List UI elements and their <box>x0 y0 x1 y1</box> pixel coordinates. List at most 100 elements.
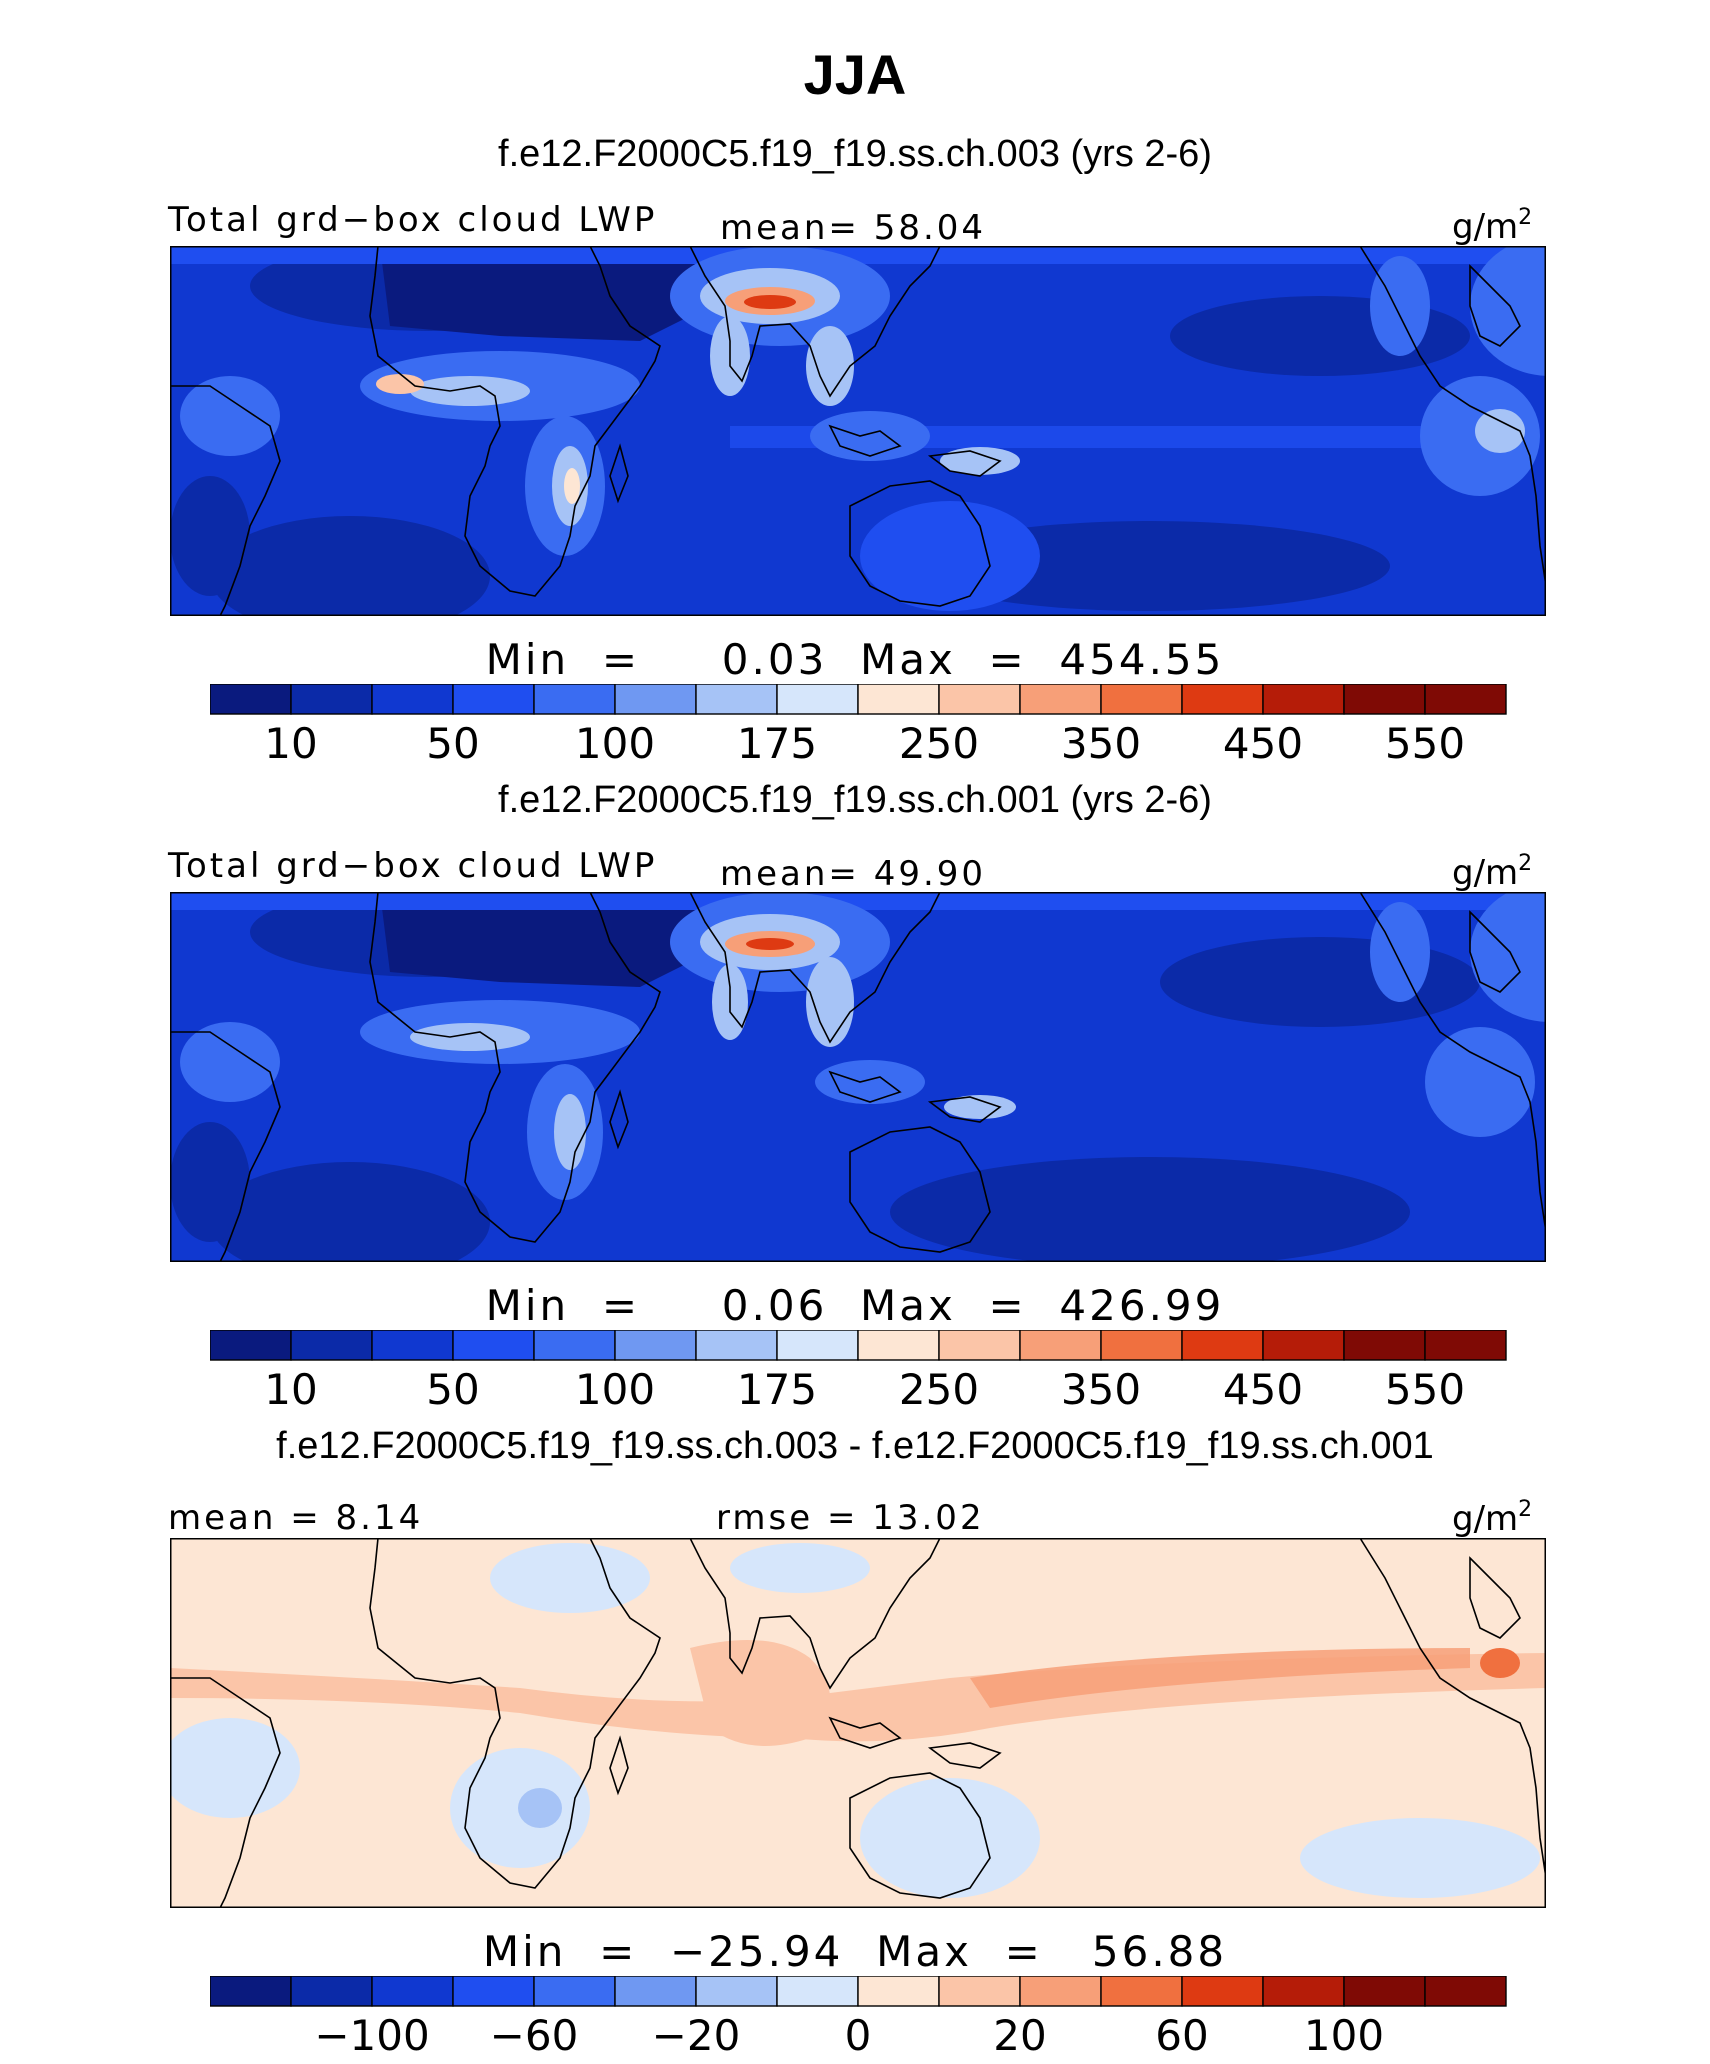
colorbar-box <box>1424 684 1507 715</box>
colorbar-box <box>1343 1330 1426 1361</box>
colorbar-box <box>1343 684 1426 715</box>
colorbar-box <box>1019 1330 1102 1361</box>
panel3-coastlines <box>170 1538 1546 1908</box>
panel1-field-label: Total grd−box cloud LWP <box>168 200 658 240</box>
colorbar-box <box>1019 684 1102 715</box>
panel2-field-label: Total grd−box cloud LWP <box>168 846 658 886</box>
panel2-field-zone <box>1470 892 1546 1022</box>
panel1-field-zone <box>1470 246 1546 376</box>
colorbar-box <box>452 1330 535 1361</box>
colorbar-box <box>1181 684 1264 715</box>
panel2-title: f.e12.F2000C5.f19_f19.ss.ch.001 (yrs 2-6… <box>498 779 1212 821</box>
colorbar-box <box>371 684 454 715</box>
panel2-sahara-dry <box>380 892 710 987</box>
panel1-field-zone <box>170 246 1546 264</box>
panel3-colorbar: −100 −60 −20 0 20 60 100 <box>210 1976 1507 2060</box>
colorbar-tick-label: 20 <box>993 2011 1046 2060</box>
colorbar-box <box>857 684 940 715</box>
colorbar-tick-label: 100 <box>575 1365 655 1414</box>
panel3-mean-label: mean = 8.14 <box>168 1498 424 1538</box>
colorbar-tick-label: 50 <box>426 719 479 768</box>
panel3-map <box>170 1538 1546 1908</box>
colorbar-box <box>452 684 535 715</box>
panel1-coastlines <box>170 246 1546 616</box>
panel3-units: g/m2 <box>1452 1497 1533 1539</box>
panel1-field-zone <box>376 374 424 394</box>
panel1-field-zone <box>180 376 280 456</box>
panel2-field-zone <box>170 1122 250 1242</box>
panel1-colorbar: 10 50 100 175 250 350 450 550 <box>210 684 1507 768</box>
panel2-field-zone <box>554 1094 586 1170</box>
colorbar-box <box>776 684 859 715</box>
colorbar-box <box>1019 1976 1102 2007</box>
panel1-field-zone <box>1370 256 1430 356</box>
colorbar-box <box>1424 1976 1507 2007</box>
panel2-field-zone <box>1370 902 1430 1002</box>
colorbar-tick-label: 10 <box>264 1365 317 1414</box>
colorbar-tick-label: 10 <box>264 719 317 768</box>
colorbar-box <box>695 1976 778 2007</box>
colorbar-tick-label: 550 <box>1385 719 1465 768</box>
colorbar-tick-label: 550 <box>1385 1365 1465 1414</box>
colorbar-tick-label: 100 <box>575 719 655 768</box>
colorbar-tick-label: 250 <box>899 1365 979 1414</box>
panel1-field-zone <box>564 468 580 504</box>
colorbar-box <box>1262 1976 1345 2007</box>
colorbar-tick-label: 450 <box>1223 1365 1303 1414</box>
panel2-field-zone <box>890 1157 1410 1262</box>
panel3-field-zone <box>1480 1648 1520 1678</box>
colorbar-box <box>1424 1330 1507 1361</box>
colorbar-box <box>1100 1976 1183 2007</box>
panel2-field-zone <box>1160 937 1480 1027</box>
colorbar-box <box>210 684 292 715</box>
colorbar-box <box>1262 684 1345 715</box>
colorbar-box <box>614 684 697 715</box>
panel3-field-zone <box>970 1648 1470 1708</box>
panel1-field-zone <box>210 516 490 616</box>
panel2-field-zone <box>815 1060 925 1104</box>
colorbar-tick-label: 175 <box>737 719 817 768</box>
panel2-field-zone <box>180 1022 280 1102</box>
colorbar-tick-label: 250 <box>899 719 979 768</box>
colorbar-tick-label: 350 <box>1061 719 1141 768</box>
colorbar-box <box>1181 1976 1264 2007</box>
panel3-frame <box>170 1538 1546 1908</box>
colorbar-tick-label: 60 <box>1155 2011 1208 2060</box>
colorbar-box <box>1181 1330 1264 1361</box>
panel1-colorbar-boxes <box>210 684 1507 715</box>
colorbar-box <box>1100 684 1183 715</box>
panel2-minmax: Min = 0.06 Max = 426.99 <box>485 1281 1225 1330</box>
panel3-field-zone <box>860 1778 1040 1898</box>
panel1-field-zone <box>744 295 796 309</box>
panel3-colorbar-boxes <box>210 1976 1507 2007</box>
panel2-field-zone <box>170 892 1546 910</box>
panel2-colorbar-ticks: 10 50 100 175 250 350 450 550 <box>264 1365 1465 1414</box>
panel3-field-zone <box>1300 1818 1540 1898</box>
panel3-field-zone <box>490 1543 650 1613</box>
colorbar-box <box>533 1976 616 2007</box>
colorbar-box <box>1100 1330 1183 1361</box>
panel2-units: g/m2 <box>1452 851 1533 893</box>
panel1-field-zone <box>806 326 854 406</box>
colorbar-box <box>533 1330 616 1361</box>
panel2-frame <box>170 892 1546 1262</box>
panel3-field-zone <box>170 1718 300 1818</box>
colorbar-tick-label: 350 <box>1061 1365 1141 1414</box>
panel2-colorbar-boxes <box>210 1330 1507 1361</box>
colorbar-box <box>371 1976 454 2007</box>
colorbar-tick-label: 50 <box>426 1365 479 1414</box>
panel2-field-zone <box>944 1095 1016 1119</box>
colorbar-tick-label: −20 <box>652 2011 741 2060</box>
colorbar-box <box>776 1330 859 1361</box>
colorbar-tick-label: 450 <box>1223 719 1303 768</box>
colorbar-tick-label: 100 <box>1304 2011 1384 2060</box>
colorbar-box <box>938 1330 1021 1361</box>
panel1-sahara-dry <box>380 246 710 341</box>
colorbar-box <box>533 684 616 715</box>
panel2-field-zone <box>1425 1027 1535 1137</box>
colorbar-box <box>857 1976 940 2007</box>
panel2-field-zone <box>410 1023 530 1051</box>
panel3-title: f.e12.F2000C5.f19_f19.ss.ch.003 - f.e12.… <box>276 1425 1434 1467</box>
colorbar-tick-label: −60 <box>490 2011 579 2060</box>
panel1-map <box>170 246 1546 616</box>
